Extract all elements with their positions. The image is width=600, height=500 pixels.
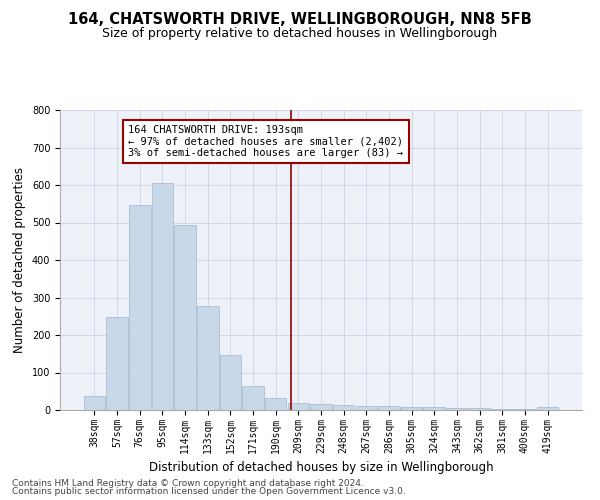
Bar [265,398,286,410]
Bar [310,404,332,410]
Bar [287,402,309,410]
Bar [220,354,241,410]
Text: 164, CHATSWORTH DRIVE, WELLINGBOROUGH, NN8 5FB: 164, CHATSWORTH DRIVE, WELLINGBOROUGH, N… [68,12,532,28]
Bar [491,408,513,410]
Bar [242,386,264,410]
Bar [129,204,151,410]
Bar [537,407,558,410]
Bar [197,306,218,410]
Bar [152,183,173,410]
Bar [469,408,490,410]
Bar [175,225,196,410]
Bar [356,406,377,410]
Bar [378,406,400,410]
Text: Contains HM Land Registry data © Crown copyright and database right 2024.: Contains HM Land Registry data © Crown c… [12,478,364,488]
Bar [106,317,128,410]
X-axis label: Distribution of detached houses by size in Wellingborough: Distribution of detached houses by size … [149,461,493,474]
Bar [401,407,422,410]
Y-axis label: Number of detached properties: Number of detached properties [13,167,26,353]
Text: Size of property relative to detached houses in Wellingborough: Size of property relative to detached ho… [103,28,497,40]
Text: Contains public sector information licensed under the Open Government Licence v3: Contains public sector information licen… [12,487,406,496]
Bar [84,396,105,410]
Bar [514,409,536,410]
Text: 164 CHATSWORTH DRIVE: 193sqm
← 97% of detached houses are smaller (2,402)
3% of : 164 CHATSWORTH DRIVE: 193sqm ← 97% of de… [128,125,403,158]
Bar [333,405,355,410]
Bar [424,408,445,410]
Bar [446,408,467,410]
